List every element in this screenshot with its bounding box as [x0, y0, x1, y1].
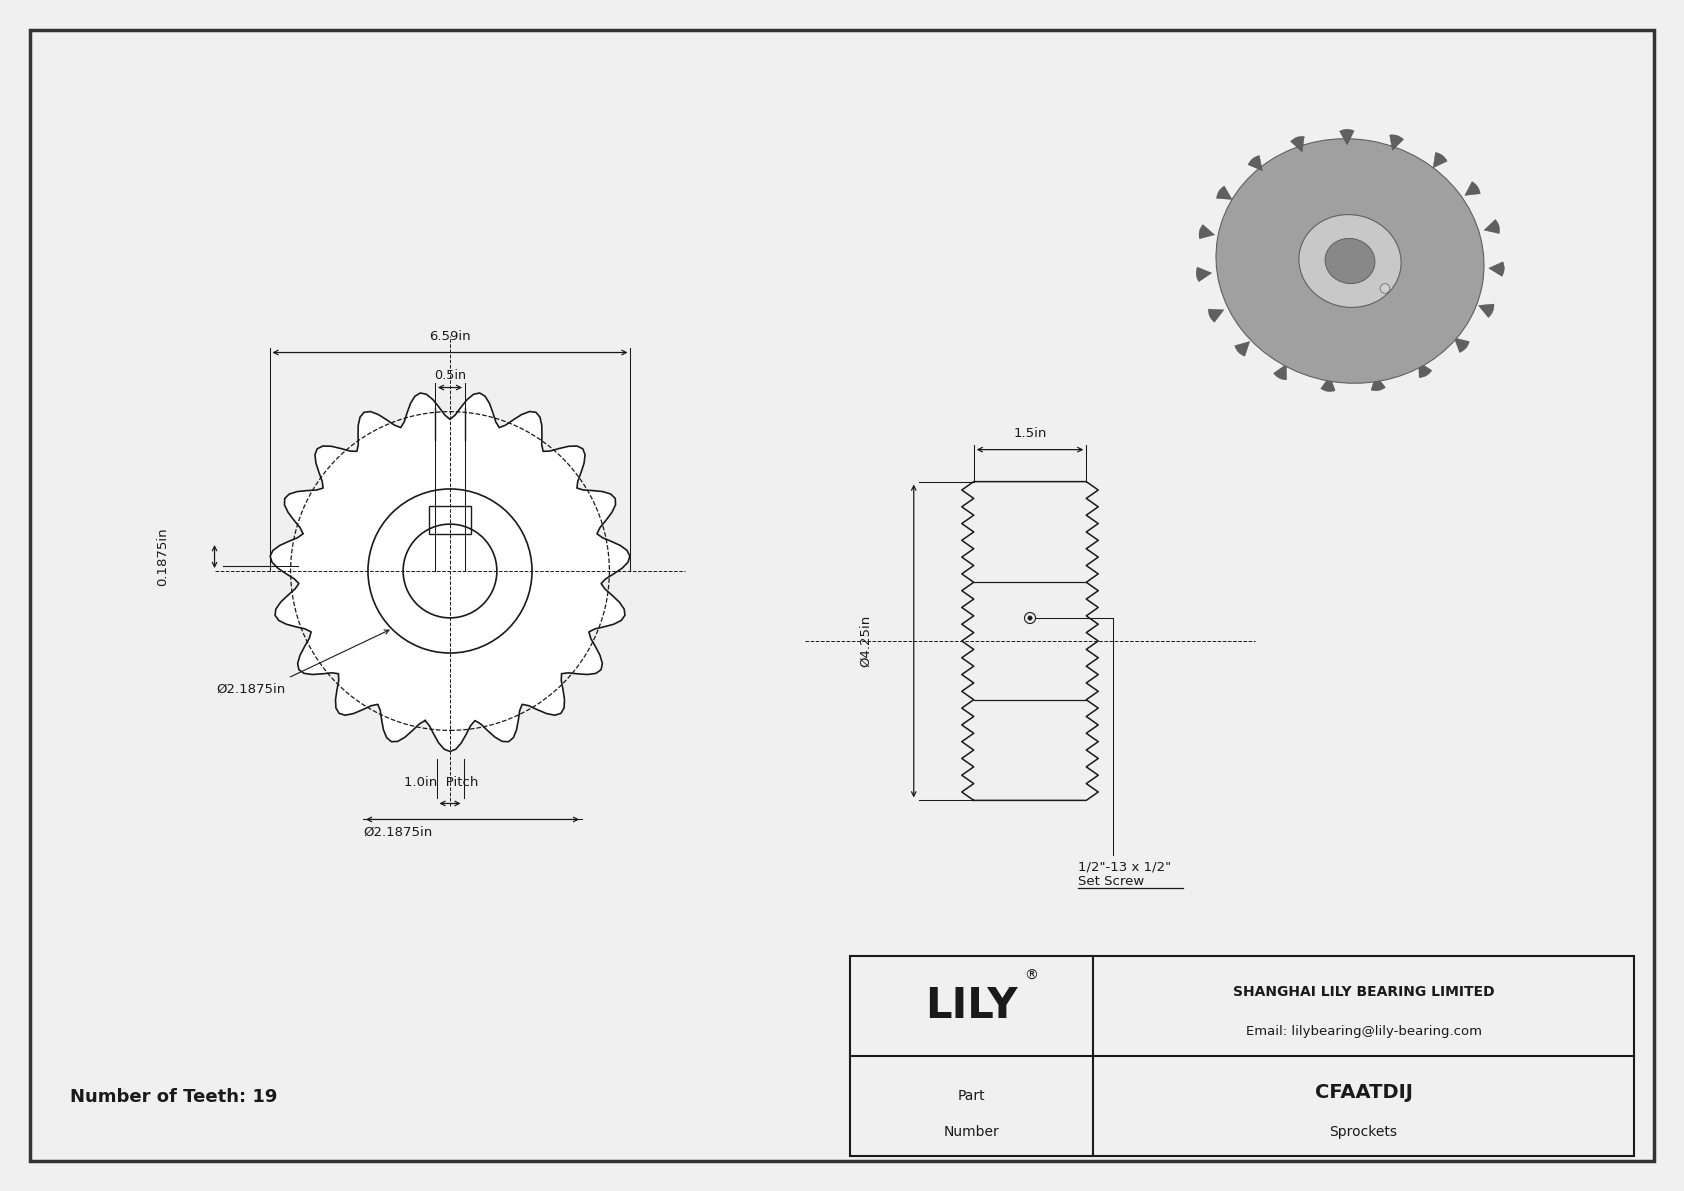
Wedge shape — [1455, 338, 1470, 353]
Text: 6.59in: 6.59in — [429, 330, 472, 343]
Text: 1/2"-13 x 1/2"
Set Screw: 1/2"-13 x 1/2" Set Screw — [1078, 860, 1172, 888]
Text: Part: Part — [958, 1089, 985, 1103]
Wedge shape — [1479, 304, 1494, 318]
Text: Number: Number — [943, 1125, 999, 1139]
Text: 1.5in: 1.5in — [1014, 426, 1047, 439]
Ellipse shape — [1216, 138, 1484, 384]
Wedge shape — [1433, 152, 1447, 168]
Text: Ø2.1875in: Ø2.1875in — [217, 682, 286, 696]
Wedge shape — [1196, 267, 1212, 281]
Polygon shape — [269, 393, 630, 752]
Text: CFAATDIJ: CFAATDIJ — [1315, 1083, 1413, 1102]
Wedge shape — [1484, 219, 1499, 233]
Text: Number of Teeth: 19: Number of Teeth: 19 — [71, 1089, 278, 1106]
Wedge shape — [1216, 186, 1233, 199]
Text: Sprockets: Sprockets — [1330, 1125, 1398, 1139]
Wedge shape — [1199, 225, 1214, 239]
Wedge shape — [1418, 362, 1431, 378]
Text: 0.1875in: 0.1875in — [157, 528, 168, 586]
Text: Email: lilybearing@lily-bearing.com: Email: lilybearing@lily-bearing.com — [1246, 1025, 1482, 1039]
Text: SHANGHAI LILY BEARING LIMITED: SHANGHAI LILY BEARING LIMITED — [1233, 985, 1494, 999]
Text: LILY: LILY — [925, 985, 1017, 1027]
Ellipse shape — [1298, 214, 1401, 307]
Bar — [850, 956, 1633, 1156]
Text: Ø4.25in: Ø4.25in — [859, 615, 872, 667]
Wedge shape — [1389, 135, 1403, 150]
Wedge shape — [1339, 130, 1354, 145]
Wedge shape — [1489, 262, 1504, 276]
Wedge shape — [1209, 308, 1224, 323]
Wedge shape — [1371, 375, 1386, 391]
Circle shape — [1381, 283, 1389, 293]
Wedge shape — [1273, 364, 1287, 380]
Wedge shape — [1290, 136, 1305, 151]
Wedge shape — [1320, 376, 1335, 392]
Wedge shape — [1465, 182, 1480, 195]
Text: ®: ® — [1024, 969, 1039, 983]
Ellipse shape — [1325, 238, 1374, 283]
Text: Ø2.1875in: Ø2.1875in — [364, 825, 433, 838]
Circle shape — [1027, 616, 1032, 621]
Text: 0.5in: 0.5in — [434, 368, 466, 381]
Wedge shape — [1234, 342, 1250, 356]
Text: 1.0in  Pitch: 1.0in Pitch — [404, 777, 478, 790]
Wedge shape — [1248, 156, 1263, 170]
